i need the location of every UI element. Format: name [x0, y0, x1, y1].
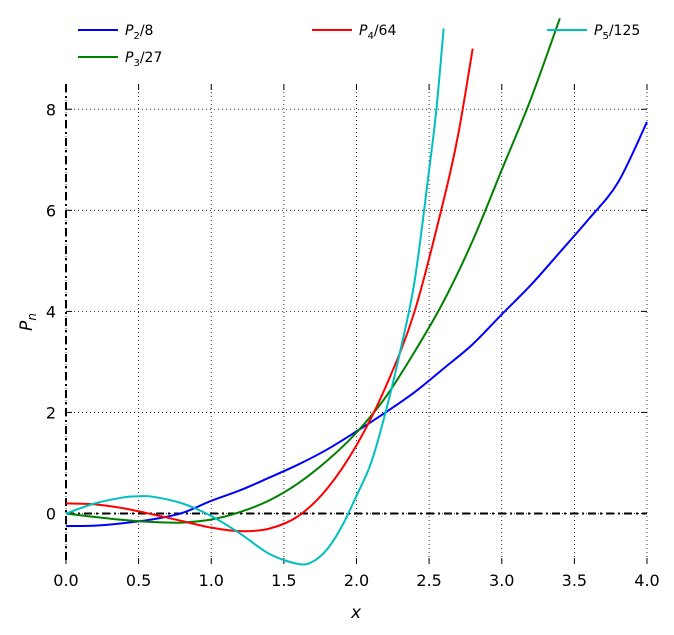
- x-axis-label: x: [350, 603, 362, 623]
- x-tick-label: 1.0: [199, 571, 224, 590]
- x-tick-label: 2.0: [344, 571, 369, 590]
- x-tick-labels: 0.0 0.5 1.0 1.5 2.0 2.5 3.0 3.5 4.0: [53, 571, 659, 590]
- legend-label: P5/125: [594, 23, 640, 42]
- series-line-4: [65, 48, 474, 533]
- y-tick-label: 8: [46, 100, 56, 119]
- series-line-3: [65, 17, 561, 524]
- y-axis-label-sub: n: [25, 313, 39, 321]
- y-tick-label: 6: [46, 201, 56, 220]
- axis-ticks: [65, 84, 648, 564]
- y-tick-label: 2: [46, 403, 56, 422]
- x-tick-label: 0.0: [53, 571, 78, 590]
- x-tick-label: 4.0: [634, 571, 659, 590]
- y-axis-label-main: P: [17, 320, 37, 331]
- y-axis-label: Pn: [17, 313, 39, 331]
- legend-entry-3: P3/27: [78, 50, 162, 69]
- grid: [65, 84, 648, 564]
- plot-area: [65, 17, 648, 566]
- x-tick-label: 3.0: [489, 571, 514, 590]
- reference-lines: [65, 84, 647, 564]
- x-tick-label: 1.5: [271, 571, 296, 590]
- x-tick-label: 3.5: [562, 571, 587, 590]
- y-tick-label: 0: [46, 504, 56, 523]
- legend-label: P4/64: [359, 23, 396, 42]
- y-tick-label: 4: [46, 302, 56, 321]
- legend-entry-4: P4/64: [312, 23, 396, 42]
- y-tick-labels: 0 2 4 6 8: [46, 100, 56, 523]
- legend-label: P2/8: [125, 23, 153, 42]
- legend-entry-2: P2/8: [78, 23, 153, 42]
- legend-entry-5: P5/125: [547, 23, 640, 42]
- legend-label: P3/27: [125, 50, 162, 69]
- series-line-5: [65, 28, 445, 566]
- legend: P2/8 P4/64 P5/125 P3/27: [78, 23, 640, 69]
- x-tick-label: 0.5: [126, 571, 151, 590]
- x-tick-label: 2.5: [416, 571, 441, 590]
